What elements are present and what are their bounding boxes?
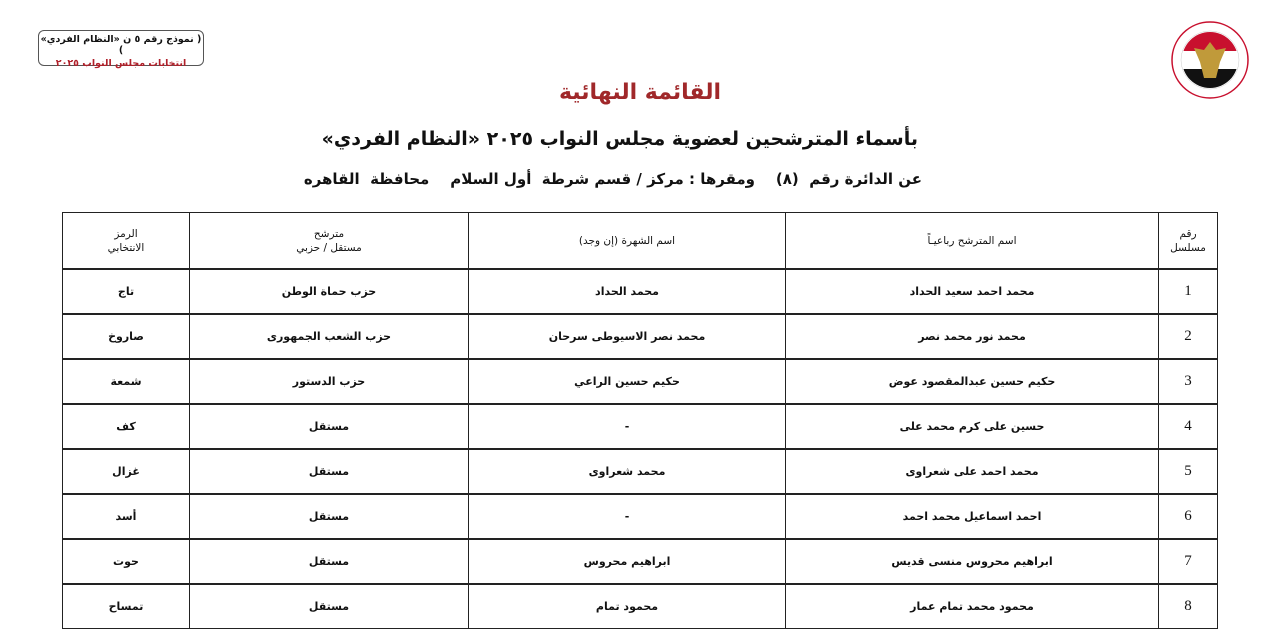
header-nickname: اسم الشهرة (إن وجد): [468, 212, 786, 270]
header-symbol: الرمز الانتخابي: [62, 212, 190, 270]
cell-nickname: محمود تمام: [468, 583, 786, 629]
table-row: 4 حسين على كرم محمد على - مستقل كف: [62, 403, 1218, 450]
election-label: انتخابات مجلس النواب ٢٠٢٥: [55, 58, 187, 69]
cell-name: محمد احمد على شعراوى: [785, 448, 1159, 495]
cell-serial: 8: [1158, 583, 1218, 629]
cell-name: حكيم حسين عبدالمقصود عوض: [785, 358, 1159, 405]
table-header-row: رقم مسلسل اسم المترشح رباعيـاً اسم الشهرة…: [62, 212, 1218, 270]
cell-symbol: صاروخ: [62, 313, 190, 360]
page-title: القائمة النهائية: [558, 80, 722, 105]
cell-affiliation: مستقل: [189, 448, 469, 495]
cell-affiliation: حزب الدستور: [189, 358, 469, 405]
cell-affiliation: حزب الشعب الجمهورى: [189, 313, 469, 360]
cell-serial: 6: [1158, 493, 1218, 540]
header-serial: رقم مسلسل: [1158, 212, 1218, 270]
form-number-label: ( نموذج رقم ٥ ن «النظام الفردي» ): [40, 34, 202, 56]
table-row: 8 محمود محمد تمام عمار محمود تمام مستقل تمسا…: [62, 583, 1218, 629]
cell-serial: 2: [1158, 313, 1218, 360]
form-number-box: ( نموذج رقم ٥ ن «النظام الفردي» ) انتخاب…: [38, 30, 204, 69]
cell-nickname: حكيم حسين الراعي: [468, 358, 786, 405]
table-row: 7 ابراهيم محروس منسى قديس ابراهيم محروس مست…: [62, 538, 1218, 585]
cell-affiliation: مستقل: [189, 538, 469, 585]
election-authority-logo: [1171, 21, 1249, 99]
cell-serial: 5: [1158, 448, 1218, 495]
table-row: 1 محمد احمد سعيد الحداد محمد الحداد حزب حما…: [62, 268, 1218, 315]
cell-symbol: حوت: [62, 538, 190, 585]
cell-affiliation: مستقل: [189, 493, 469, 540]
cell-affiliation: حزب حماة الوطن: [189, 268, 469, 315]
cell-name: احمد اسماعيل محمد احمد: [785, 493, 1159, 540]
cell-nickname: محمد شعراوى: [468, 448, 786, 495]
header-name: اسم المترشح رباعيـاً: [785, 212, 1159, 270]
cell-nickname: محمد نصر الاسيوطى سرحان: [468, 313, 786, 360]
cell-name: حسين على كرم محمد على: [785, 403, 1159, 450]
cell-serial: 4: [1158, 403, 1218, 450]
cell-name: محمد احمد سعيد الحداد: [785, 268, 1159, 315]
cell-symbol: تمساح: [62, 583, 190, 629]
cell-symbol: كف: [62, 403, 190, 450]
table-row: 6 احمد اسماعيل محمد احمد - مستقل أسد: [62, 493, 1218, 540]
cell-symbol: تاج: [62, 268, 190, 315]
cell-affiliation: مستقل: [189, 583, 469, 629]
table-row: 5 محمد احمد على شعراوى محمد شعراوى مستقل غزا…: [62, 448, 1218, 495]
cell-serial: 1: [1158, 268, 1218, 315]
cell-affiliation: مستقل: [189, 403, 469, 450]
cell-nickname: -: [468, 403, 786, 450]
cell-name: محمد نور محمد نصر: [785, 313, 1159, 360]
cell-nickname: ابراهيم محروس: [468, 538, 786, 585]
cell-symbol: غزال: [62, 448, 190, 495]
cell-name: محمود محمد تمام عمار: [785, 583, 1159, 629]
cell-symbol: شمعة: [62, 358, 190, 405]
cell-name: ابراهيم محروس منسى قديس: [785, 538, 1159, 585]
cell-nickname: -: [468, 493, 786, 540]
header-affiliation: مترشح مستقل / حزبي: [189, 212, 469, 270]
table-row: 2 محمد نور محمد نصر محمد نصر الاسيوطى سرحا…: [62, 313, 1218, 360]
table-row: 3 حكيم حسين عبدالمقصود عوض حكيم حسين الراع…: [62, 358, 1218, 405]
cell-serial: 7: [1158, 538, 1218, 585]
cell-nickname: محمد الحداد: [468, 268, 786, 315]
candidates-table: رقم مسلسل اسم المترشح رباعيـاً اسم الشهرة…: [62, 212, 1218, 629]
cell-serial: 3: [1158, 358, 1218, 405]
district-info: عن الدائرة رقم (٨) ومقرها : مركز / قسم ش…: [303, 170, 922, 188]
cell-symbol: أسد: [62, 493, 190, 540]
page-subtitle: بأسماء المترشحين لعضوية مجلس النواب ٢٠٢٥…: [321, 128, 918, 150]
